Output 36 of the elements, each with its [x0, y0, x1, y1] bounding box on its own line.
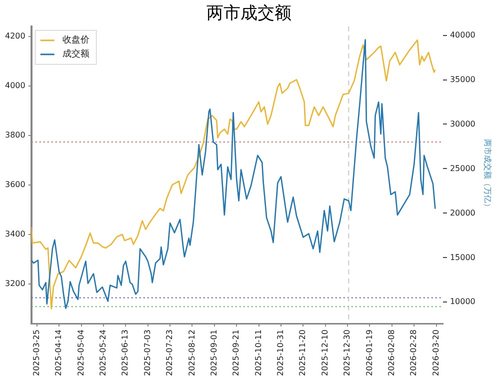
y2-axis-title: 两市成交额（万亿） — [483, 138, 492, 211]
y2-tick-label: 25000 — [450, 164, 476, 173]
x-tick-label: 2026-02-28 — [409, 330, 418, 376]
y2-tick-label: 35000 — [450, 74, 476, 84]
x-tick-label: 2025-07-23 — [165, 330, 174, 376]
y2-tick-label: 20000 — [450, 208, 476, 218]
x-tick-label: 2026-01-19 — [364, 330, 374, 376]
x-tick-label: 2025-09-01 — [209, 330, 218, 376]
x-tick-label: 2025-07-03 — [142, 330, 152, 376]
x-tick-label: 2025-08-12 — [187, 330, 196, 376]
x-tick-label: 2025-11-20 — [298, 330, 308, 376]
y-tick-label: 3800 — [5, 130, 26, 140]
y2-tick-label: 15000 — [450, 252, 476, 262]
y2-tick-label: 10000 — [450, 297, 476, 306]
x-tick-label: 2025-05-24 — [98, 330, 108, 376]
y2-tick-label: 40000 — [450, 30, 476, 40]
x-tick-label: 2026-02-08 — [386, 330, 396, 376]
y-tick-label: 3200 — [5, 278, 26, 288]
x-tick-label: 2025-06-13 — [120, 330, 130, 376]
x-tick-label: 2025-10-31 — [276, 330, 286, 376]
legend-label: 成交额 — [62, 48, 90, 60]
x-tick-label: 2025-05-04 — [76, 330, 86, 376]
x-tick-label: 2025-12-10 — [320, 330, 330, 376]
x-tick-label: 2025-03-25 — [32, 330, 41, 376]
legend-label: 收盘价 — [62, 34, 90, 46]
x-tick-label: 2026-03-20 — [431, 330, 440, 376]
x-tick-label: 2025-12-30 — [342, 330, 352, 376]
x-tick-label: 2025-04-14 — [54, 330, 64, 376]
y-tick-label: 4200 — [5, 31, 26, 40]
y-tick-label: 3400 — [5, 229, 26, 238]
x-tick-label: 2025-09-21 — [232, 330, 241, 376]
y-tick-label: 3600 — [5, 180, 26, 189]
y2-tick-label: 30000 — [450, 119, 476, 128]
chart-title: 两市成交额 — [206, 4, 292, 24]
y-tick-label: 4000 — [5, 80, 26, 90]
x-tick-label: 2025-10-11 — [254, 330, 263, 376]
